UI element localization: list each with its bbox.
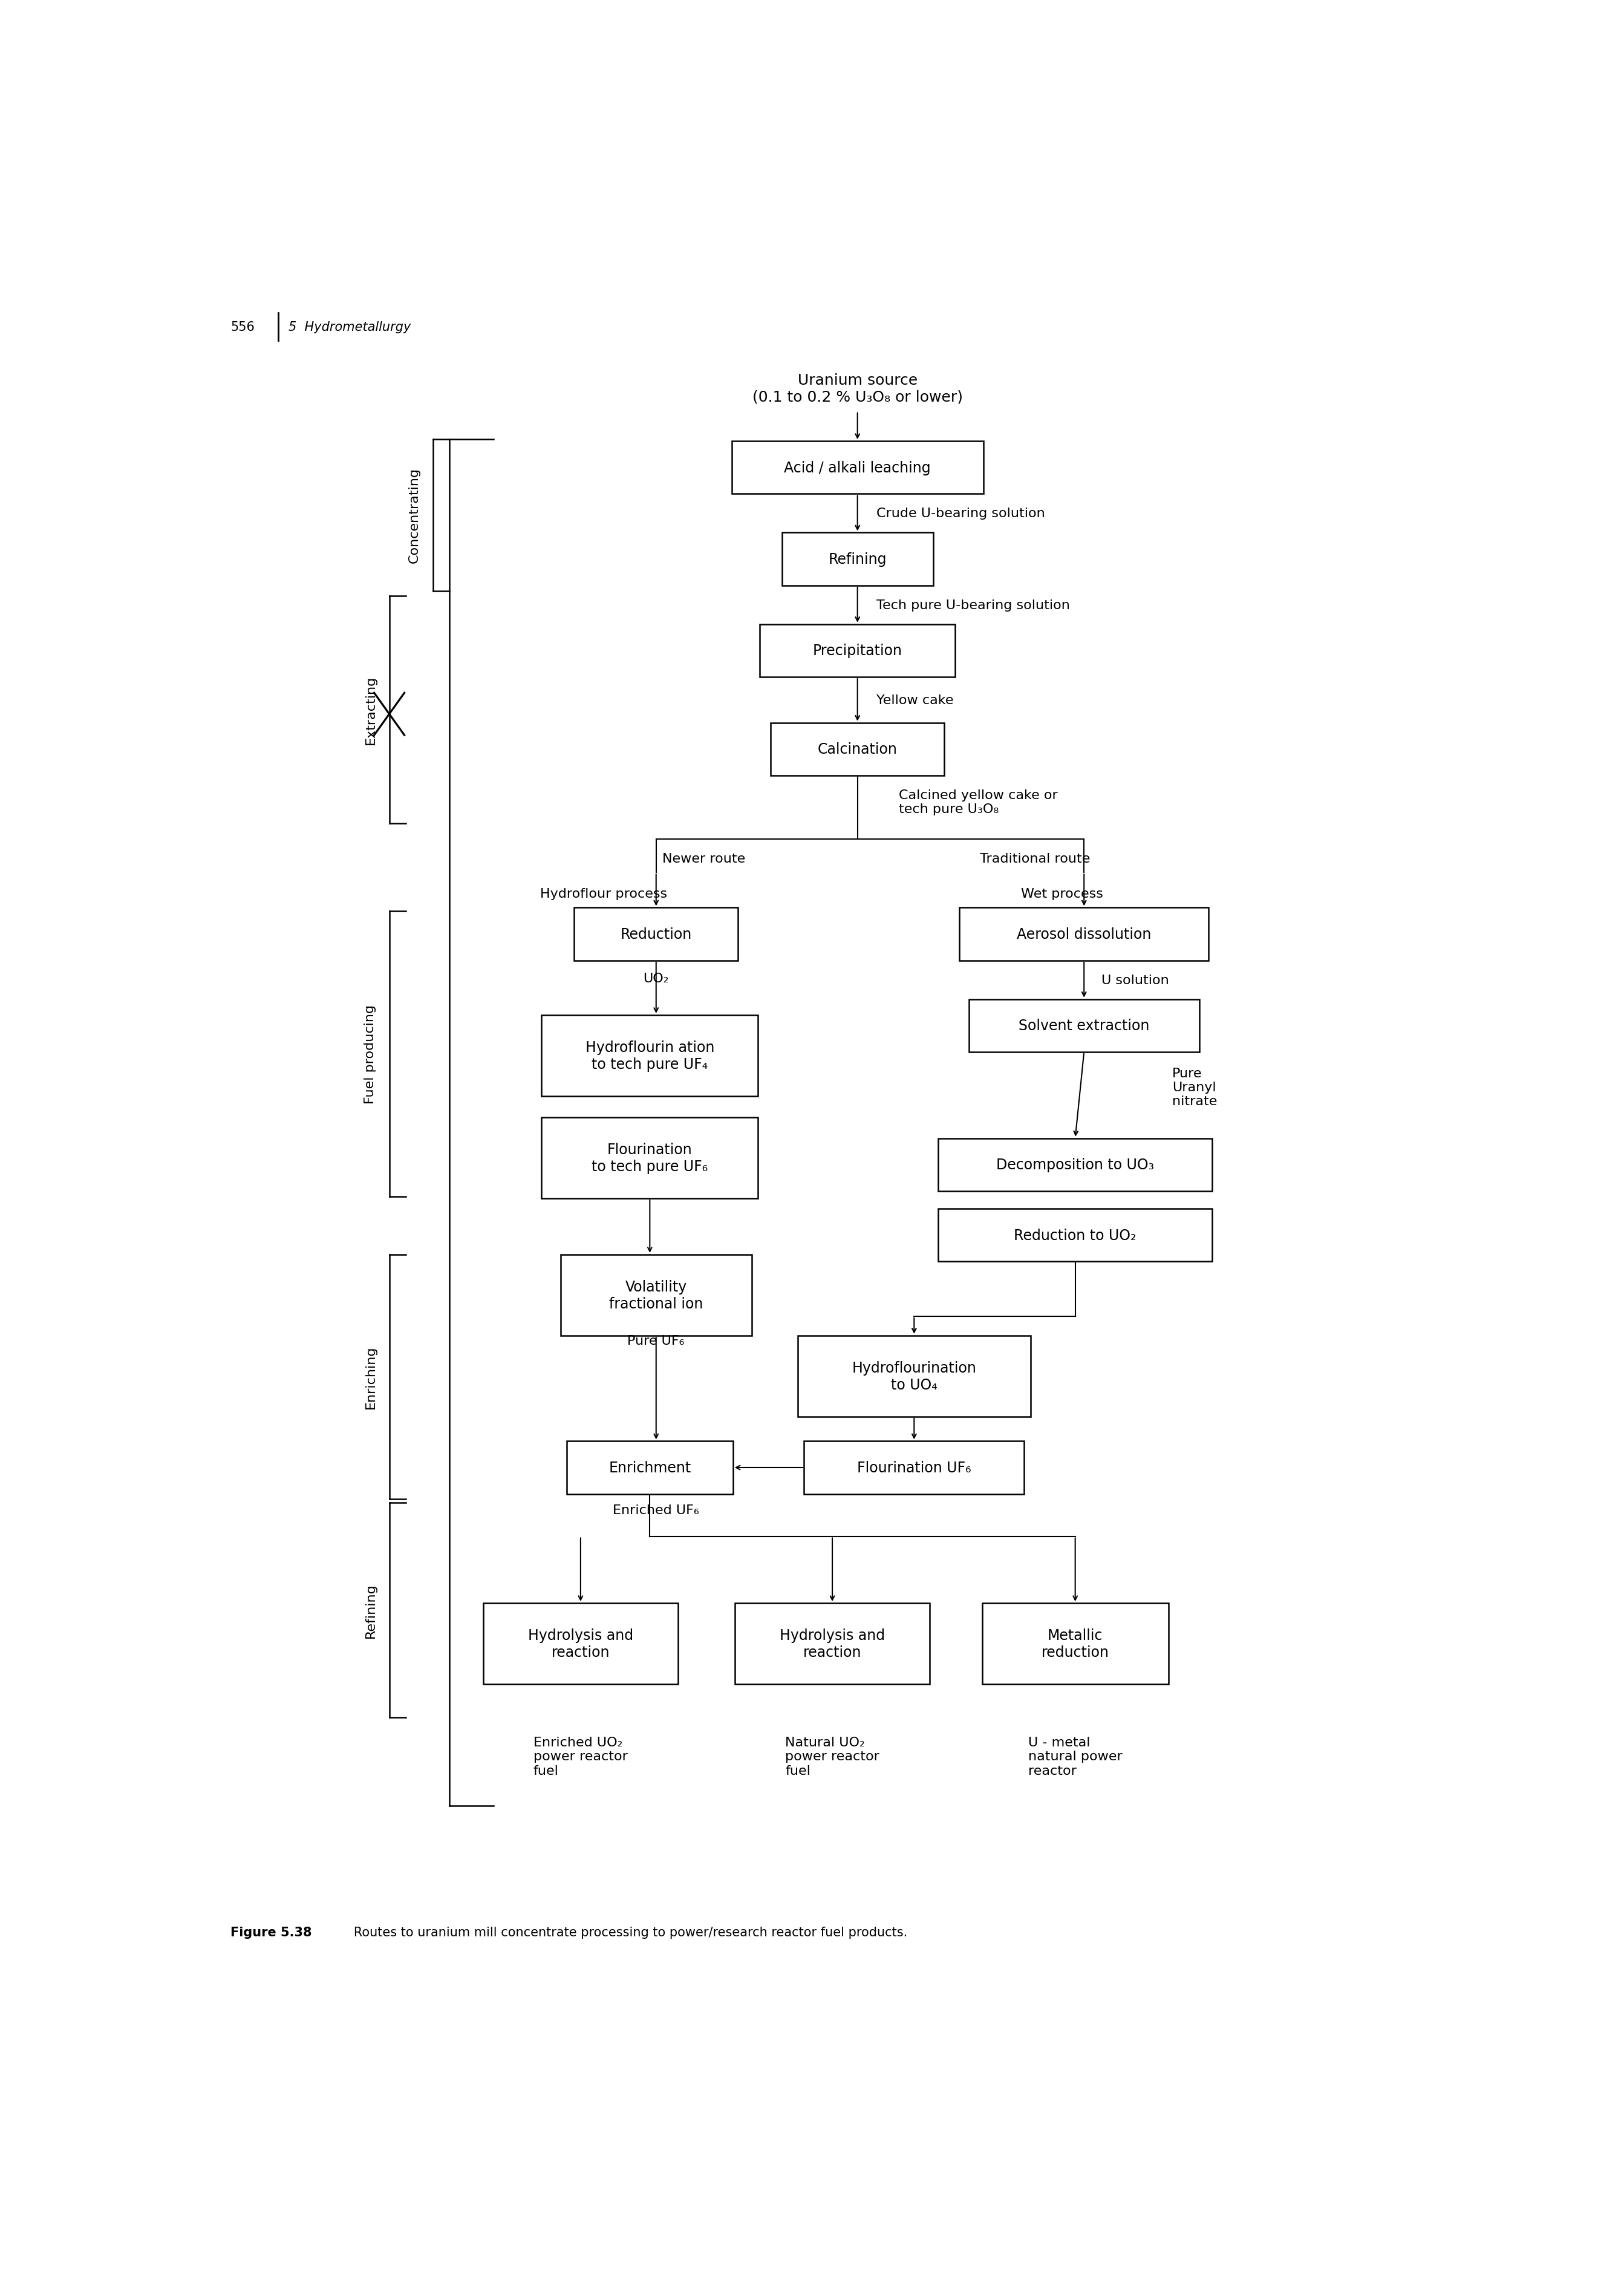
Text: Enrichment: Enrichment [609,1461,690,1474]
Text: Hydroflour process: Hydroflour process [541,887,667,901]
Text: 556: 556 [231,320,255,334]
Text: Traditional route: Traditional route [979,853,1090,864]
Text: Aerosol dissolution: Aerosol dissolution [1017,928,1151,942]
FancyBboxPatch shape [771,722,944,775]
Text: Acid / alkali leaching: Acid / alkali leaching [784,462,931,475]
FancyBboxPatch shape [983,1602,1168,1685]
Text: Hydroflourin ation
to tech pure UF₄: Hydroflourin ation to tech pure UF₄ [585,1040,715,1072]
Text: Calcined yellow cake or
tech pure U₃O₈: Calcined yellow cake or tech pure U₃O₈ [900,789,1057,816]
Text: Concentrating: Concentrating [408,469,421,562]
Text: Metallic
reduction: Metallic reduction [1041,1628,1109,1660]
FancyBboxPatch shape [760,624,955,677]
Text: Extracting: Extracting [364,674,377,745]
Text: Crude U-bearing solution: Crude U-bearing solution [877,507,1044,519]
Text: Flourination UF₆: Flourination UF₆ [857,1461,971,1474]
Text: Reduction to UO₂: Reduction to UO₂ [1013,1228,1137,1244]
Text: Precipitation: Precipitation [812,645,903,658]
Text: Pure
Uranyl
nitrate: Pure Uranyl nitrate [1173,1068,1216,1109]
FancyBboxPatch shape [970,999,1199,1052]
Text: Fuel producing: Fuel producing [364,1004,377,1104]
Text: Enriching: Enriching [364,1346,377,1408]
FancyBboxPatch shape [567,1442,732,1495]
Text: U - metal
natural power
reactor: U - metal natural power reactor [1028,1737,1122,1776]
Text: Hydroflourination
to UO₄: Hydroflourination to UO₄ [853,1360,976,1392]
FancyBboxPatch shape [541,1015,758,1097]
FancyBboxPatch shape [541,1118,758,1198]
Text: U solution: U solution [1101,974,1169,985]
FancyBboxPatch shape [781,533,934,585]
Text: Refining: Refining [828,553,887,567]
FancyBboxPatch shape [732,441,984,494]
Text: Solvent extraction: Solvent extraction [1018,1020,1150,1033]
Text: Figure 5.38: Figure 5.38 [231,1927,312,1939]
FancyBboxPatch shape [960,908,1208,960]
Text: Volatility
fractional ion: Volatility fractional ion [609,1280,703,1310]
Text: Tech pure U-bearing solution: Tech pure U-bearing solution [877,599,1070,610]
Text: Wet process: Wet process [1021,887,1103,901]
Text: Enriched UF₆: Enriched UF₆ [612,1504,700,1516]
FancyBboxPatch shape [939,1138,1213,1191]
FancyBboxPatch shape [575,908,737,960]
Text: Decomposition to UO₃: Decomposition to UO₃ [996,1157,1155,1173]
Text: 5  Hydrometallurgy: 5 Hydrometallurgy [289,320,411,334]
FancyBboxPatch shape [939,1209,1213,1262]
Text: Flourination
to tech pure UF₆: Flourination to tech pure UF₆ [591,1143,708,1173]
Text: Yellow cake: Yellow cake [877,695,953,706]
FancyBboxPatch shape [482,1602,679,1685]
FancyBboxPatch shape [560,1255,752,1335]
FancyBboxPatch shape [797,1335,1031,1417]
Text: Calcination: Calcination [817,743,898,757]
Text: Hydrolysis and
reaction: Hydrolysis and reaction [528,1628,633,1660]
Text: Hydrolysis and
reaction: Hydrolysis and reaction [780,1628,885,1660]
FancyBboxPatch shape [734,1602,931,1685]
Text: Newer route: Newer route [663,853,745,864]
Text: Refining: Refining [364,1582,377,1637]
FancyBboxPatch shape [804,1442,1025,1495]
Text: Routes to uranium mill concentrate processing to power/research reactor fuel pro: Routes to uranium mill concentrate proce… [341,1927,908,1939]
Text: Enriched UO₂
power reactor
fuel: Enriched UO₂ power reactor fuel [533,1737,628,1776]
Text: Natural UO₂
power reactor
fuel: Natural UO₂ power reactor fuel [784,1737,880,1776]
Text: UO₂: UO₂ [643,972,669,985]
Text: Reduction: Reduction [620,928,692,942]
Text: Pure UF₆: Pure UF₆ [627,1335,685,1346]
Text: Uranium source
(0.1 to 0.2 % U₃O₈ or lower): Uranium source (0.1 to 0.2 % U₃O₈ or low… [752,373,963,405]
